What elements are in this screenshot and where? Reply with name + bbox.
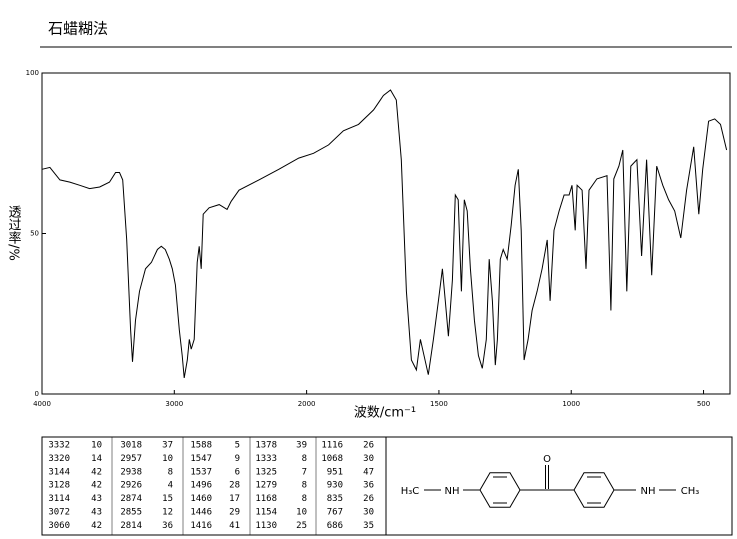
table-cell: 1547 bbox=[190, 454, 212, 464]
table-cell: 3018 bbox=[120, 441, 142, 451]
table-cell: 2957 bbox=[120, 454, 142, 464]
ring bbox=[573, 472, 615, 508]
table-cell: 10 bbox=[91, 441, 102, 451]
table-cell: 1325 bbox=[255, 467, 277, 477]
table-cell: 1168 bbox=[255, 494, 277, 504]
table-cell: 8 bbox=[302, 481, 307, 491]
table-frame bbox=[41, 436, 733, 536]
atom-label: O bbox=[543, 454, 551, 465]
table-cell: 36 bbox=[162, 521, 173, 531]
table-cell: 3128 bbox=[48, 481, 70, 491]
table-cell: 2926 bbox=[120, 481, 142, 491]
table-cell: 835 bbox=[327, 494, 343, 504]
table-cell: 9 bbox=[235, 454, 240, 464]
table-cell: 1416 bbox=[190, 521, 212, 531]
atom-label: CH₃ bbox=[681, 486, 700, 497]
table-cell: 12 bbox=[162, 508, 173, 518]
x-tick-label: 4000 bbox=[33, 400, 51, 408]
x-tick-label: 1000 bbox=[562, 400, 580, 408]
ring bbox=[479, 472, 521, 508]
table-cell: 17 bbox=[229, 494, 240, 504]
plot-frame bbox=[41, 72, 731, 395]
table-cell: 1446 bbox=[190, 508, 212, 518]
table-cell: 30 bbox=[363, 454, 374, 464]
table-cell: 36 bbox=[363, 481, 374, 491]
peak-table bbox=[41, 436, 733, 536]
table-cell: 3144 bbox=[48, 467, 70, 477]
atom-label: NH bbox=[445, 486, 460, 497]
table-cell: 2938 bbox=[120, 467, 142, 477]
table-cell: 8 bbox=[302, 494, 307, 504]
table-cell: 43 bbox=[91, 494, 102, 504]
table-cell: 26 bbox=[363, 494, 374, 504]
table-cell: 1588 bbox=[190, 441, 212, 451]
table-cell: 47 bbox=[363, 467, 374, 477]
table-cell: 6 bbox=[235, 467, 240, 477]
table-cell: 8 bbox=[302, 454, 307, 464]
y-tick-label: 100 bbox=[26, 69, 39, 77]
table-cell: 8 bbox=[168, 467, 173, 477]
table-cell: 10 bbox=[296, 508, 307, 518]
y-tick-label: 50 bbox=[30, 230, 39, 238]
table-cell: 1279 bbox=[255, 481, 277, 491]
table-cell: 7 bbox=[302, 467, 307, 477]
table-cell: 3060 bbox=[48, 521, 70, 531]
table-cell: 10 bbox=[162, 454, 173, 464]
table-cell: 2855 bbox=[120, 508, 142, 518]
table-cell: 3320 bbox=[48, 454, 70, 464]
table-cell: 2874 bbox=[120, 494, 142, 504]
table-cell: 3332 bbox=[48, 441, 70, 451]
chart-title: 石蜡糊法 bbox=[48, 20, 108, 38]
table-cell: 41 bbox=[229, 521, 240, 531]
table-cell: 1333 bbox=[255, 454, 277, 464]
table-cell: 3114 bbox=[48, 494, 70, 504]
table-cell: 1460 bbox=[190, 494, 212, 504]
x-axis-label: 波数/cm⁻¹ bbox=[354, 406, 416, 421]
table-cell: 5 bbox=[235, 441, 240, 451]
table-cell: 1154 bbox=[255, 508, 277, 518]
atom-label: NH bbox=[641, 486, 656, 497]
x-tick-label: 3000 bbox=[165, 400, 183, 408]
table-cell: 28 bbox=[229, 481, 240, 491]
table-cell: 25 bbox=[296, 521, 307, 531]
atom-label: H₃C bbox=[401, 486, 420, 497]
table-cell: 29 bbox=[229, 508, 240, 518]
table-cell: 42 bbox=[91, 521, 102, 531]
table-cell: 1116 bbox=[321, 441, 343, 451]
y-axis-label: 透过率/% bbox=[6, 205, 22, 261]
table-cell: 1378 bbox=[255, 441, 277, 451]
table-cell: 43 bbox=[91, 508, 102, 518]
x-tick-label: 2000 bbox=[298, 400, 316, 408]
table-cell: 35 bbox=[363, 521, 374, 531]
x-tick-label: 1500 bbox=[430, 400, 448, 408]
table-cell: 1068 bbox=[321, 454, 343, 464]
table-cell: 14 bbox=[91, 454, 102, 464]
table-cell: 15 bbox=[162, 494, 173, 504]
table-cell: 30 bbox=[363, 508, 374, 518]
table-cell: 39 bbox=[296, 441, 307, 451]
table-cell: 42 bbox=[91, 481, 102, 491]
table-cell: 686 bbox=[327, 521, 343, 531]
table-cell: 3072 bbox=[48, 508, 70, 518]
structure bbox=[424, 465, 676, 508]
table-cell: 1537 bbox=[190, 467, 212, 477]
table-cell: 2814 bbox=[120, 521, 142, 531]
table-cell: 1496 bbox=[190, 481, 212, 491]
table-cell: 37 bbox=[162, 441, 173, 451]
table-cell: 42 bbox=[91, 467, 102, 477]
spectrum-line bbox=[41, 89, 728, 378]
table-cell: 930 bbox=[327, 481, 343, 491]
table-cell: 1130 bbox=[255, 521, 277, 531]
table-cell: 4 bbox=[168, 481, 173, 491]
table-cell: 26 bbox=[363, 441, 374, 451]
x-tick-label: 500 bbox=[697, 400, 710, 408]
table-cell: 951 bbox=[327, 467, 343, 477]
table-cell: 767 bbox=[327, 508, 343, 518]
y-tick-label: 0 bbox=[35, 390, 39, 398]
